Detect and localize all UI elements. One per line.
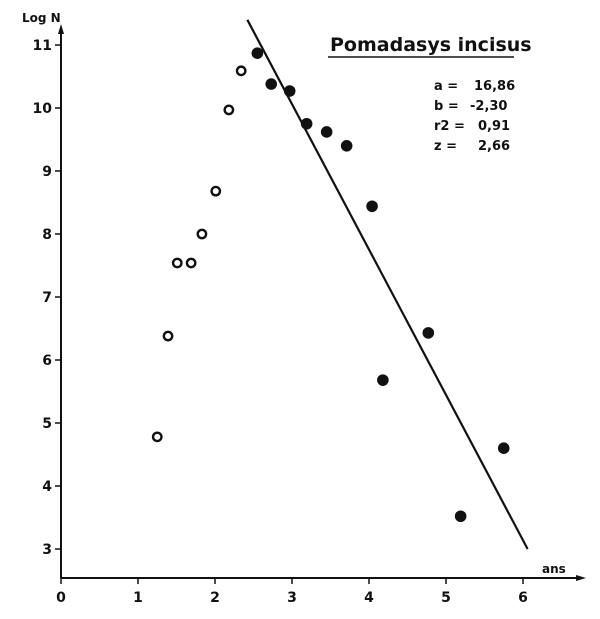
y-axis-label: Log N [22,11,61,25]
filled-circle-point [377,374,389,386]
filled-circle-point [422,327,435,339]
param-z-label: z = [434,139,457,154]
y-tick-label: 10 [33,101,53,117]
open-circle-point [185,257,197,269]
regression-line-path [246,19,529,550]
open-circle-point [196,228,208,240]
open-circle-point [223,104,235,116]
filled-circle-point [454,510,467,523]
y-tick-label: 11 [33,38,52,54]
open-circle-point [171,257,183,269]
open-circle-point [162,330,174,342]
regression-parameters: a = 16,86 b = -2,30 r2 = 0,91 z = 2,66 [434,79,515,154]
filled-circle-point [497,442,510,455]
y-tick-label: 4 [42,479,52,495]
filled-circle-point [300,117,313,130]
open-circle-point [151,431,163,443]
x-axis-arrow-icon [576,575,586,581]
filled-circle-point [340,140,353,152]
y-tick-label: 5 [42,416,52,432]
x-tick-label: 1 [133,590,143,606]
filled-circle-point [366,200,378,213]
y-axis-arrow-icon [58,24,64,34]
data-points [151,47,510,523]
filled-circle-point [320,126,333,138]
open-circle-point [235,65,247,77]
y-tick-label: 8 [42,227,52,243]
y-tick-label: 3 [42,542,52,558]
y-tick-label: 6 [42,353,52,369]
param-z-value: 2,66 [478,139,510,154]
x-tick-label: 5 [441,590,451,606]
param-r2-value: 0,91 [478,119,510,134]
chart-title: Pomadasys incisus [330,34,532,56]
x-tick-label: 4 [364,590,374,606]
param-a-label: a = [434,79,458,94]
param-b-value: -2,30 [470,99,507,114]
regression-line [246,19,529,550]
filled-circle-point [251,47,264,59]
y-tick-label: 9 [42,164,52,180]
x-tick-label: 2 [210,590,220,606]
param-r2-label: r2 = [434,119,465,134]
filled-circle-point [283,85,296,97]
x-tick-label: 0 [56,590,66,606]
axis-ticks: 3 4 5 6 7 8 9 10 11 0 1 2 3 4 5 6 [33,38,528,606]
open-circle-point [210,185,222,197]
x-tick-label: 3 [287,590,297,606]
filled-circle-point [265,78,278,90]
param-b-label: b = [434,99,459,114]
param-a-value: 16,86 [474,79,515,94]
x-axis-label: ans [542,562,566,576]
y-tick-label: 7 [42,290,52,306]
x-tick-label: 6 [518,590,528,606]
